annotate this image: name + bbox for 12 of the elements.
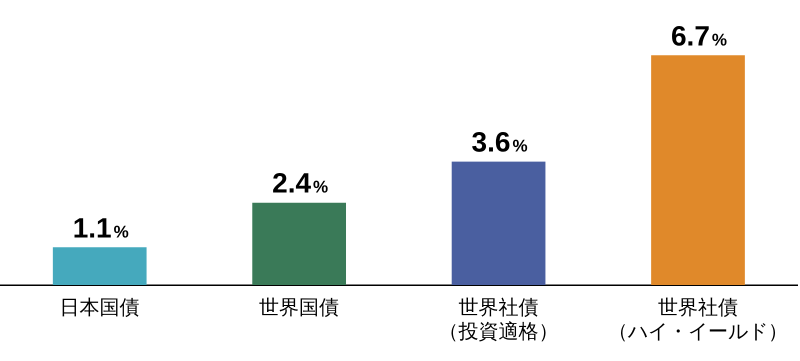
data-label: 3.6%	[472, 126, 528, 158]
bar	[252, 202, 346, 285]
bar	[651, 55, 745, 285]
data-label: 1.1%	[72, 212, 129, 244]
bar	[452, 162, 546, 285]
data-label: 6.7%	[670, 20, 728, 52]
x-tick-label: 世界社債（投資適格）	[438, 295, 559, 344]
x-tick-label: 世界社債（ハイ・イールド）	[608, 295, 788, 344]
x-tick-label: 世界国債	[259, 295, 340, 320]
data-label: 2.4%	[272, 168, 328, 199]
bar	[52, 247, 147, 285]
x-tick-label: 日本国債	[60, 295, 140, 320]
